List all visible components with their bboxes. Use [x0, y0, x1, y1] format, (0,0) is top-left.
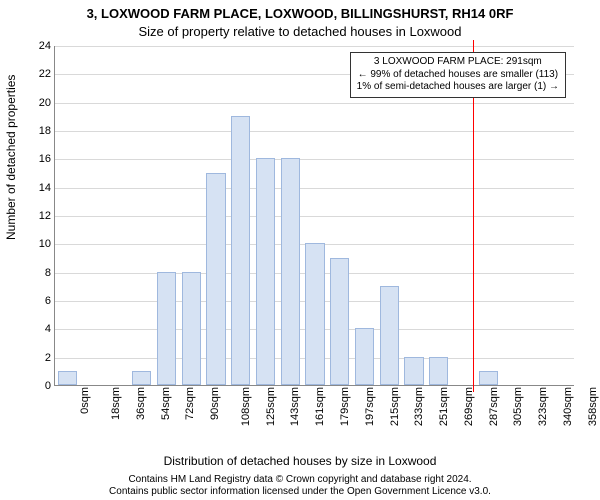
histogram-bar: [58, 371, 77, 385]
x-tick: 36sqm: [135, 387, 147, 420]
footer-line-2: Contains public sector information licen…: [0, 486, 600, 498]
gridline: [55, 46, 574, 47]
chart-footer: Contains HM Land Registry data © Crown c…: [0, 474, 600, 498]
x-tick: 161sqm: [314, 387, 326, 426]
y-tick: 22: [21, 68, 51, 80]
histogram-bar: [305, 243, 324, 385]
y-tick: 16: [21, 153, 51, 165]
y-tick: 18: [21, 125, 51, 137]
histogram-bar: [157, 272, 176, 385]
x-tick: 125sqm: [265, 387, 277, 426]
histogram-bar: [355, 328, 374, 385]
chart-subtitle: Size of property relative to detached ho…: [0, 24, 600, 39]
x-tick: 143sqm: [290, 387, 302, 426]
histogram-bar: [479, 371, 498, 385]
gridline: [55, 131, 574, 132]
x-tick: 54sqm: [160, 387, 172, 420]
histogram-bar: [404, 357, 423, 385]
y-tick: 10: [21, 238, 51, 250]
x-tick: 179sqm: [339, 387, 351, 426]
histogram-bar: [330, 258, 349, 386]
histogram-bar: [429, 357, 448, 385]
x-axis-label: Distribution of detached houses by size …: [0, 454, 600, 468]
x-tick: 90sqm: [209, 387, 221, 420]
gridline: [55, 159, 574, 160]
y-tick: 4: [21, 323, 51, 335]
y-tick: 6: [21, 295, 51, 307]
x-tick: 215sqm: [389, 387, 401, 426]
gridline: [55, 103, 574, 104]
y-tick: 20: [21, 97, 51, 109]
gridline: [55, 216, 574, 217]
histogram-bar: [380, 286, 399, 385]
x-tick: 358sqm: [587, 387, 599, 426]
histogram-bar: [182, 272, 201, 385]
y-axis-label: Number of detached properties: [4, 75, 18, 240]
x-tick: 72sqm: [184, 387, 196, 420]
histogram-bar: [231, 116, 250, 385]
y-tick: 14: [21, 182, 51, 194]
y-tick: 0: [21, 380, 51, 392]
x-tick: 251sqm: [438, 387, 450, 426]
gridline: [55, 188, 574, 189]
x-tick: 108sqm: [240, 387, 252, 426]
x-tick: 18sqm: [110, 387, 122, 420]
x-tick: 287sqm: [488, 387, 500, 426]
x-tick: 269sqm: [463, 387, 475, 426]
x-tick: 305sqm: [512, 387, 524, 426]
plot-area: 0246810121416182022240sqm18sqm36sqm54sqm…: [54, 46, 574, 386]
x-tick: 340sqm: [562, 387, 574, 426]
histogram-bar: [281, 158, 300, 385]
footer-line-1: Contains HM Land Registry data © Crown c…: [0, 474, 600, 486]
y-tick: 24: [21, 40, 51, 52]
chart-container: { "title": "3, LOXWOOD FARM PLACE, LOXWO…: [0, 0, 600, 500]
x-tick: 323sqm: [537, 387, 549, 426]
callout-line-2: ← 99% of detached houses are smaller (11…: [357, 69, 559, 82]
x-tick: 0sqm: [79, 387, 91, 414]
chart-title: 3, LOXWOOD FARM PLACE, LOXWOOD, BILLINGS…: [0, 6, 600, 21]
histogram-bar: [256, 158, 275, 385]
histogram-bar: [206, 173, 225, 386]
x-tick: 197sqm: [364, 387, 376, 426]
callout-line-1: 3 LOXWOOD FARM PLACE: 291sqm: [357, 56, 559, 69]
y-tick: 12: [21, 210, 51, 222]
y-tick: 8: [21, 267, 51, 279]
callout-box: 3 LOXWOOD FARM PLACE: 291sqm← 99% of det…: [350, 52, 566, 98]
x-tick: 233sqm: [413, 387, 425, 426]
histogram-bar: [132, 371, 151, 385]
callout-line-3: 1% of semi-detached houses are larger (1…: [357, 81, 559, 94]
y-tick: 2: [21, 352, 51, 364]
